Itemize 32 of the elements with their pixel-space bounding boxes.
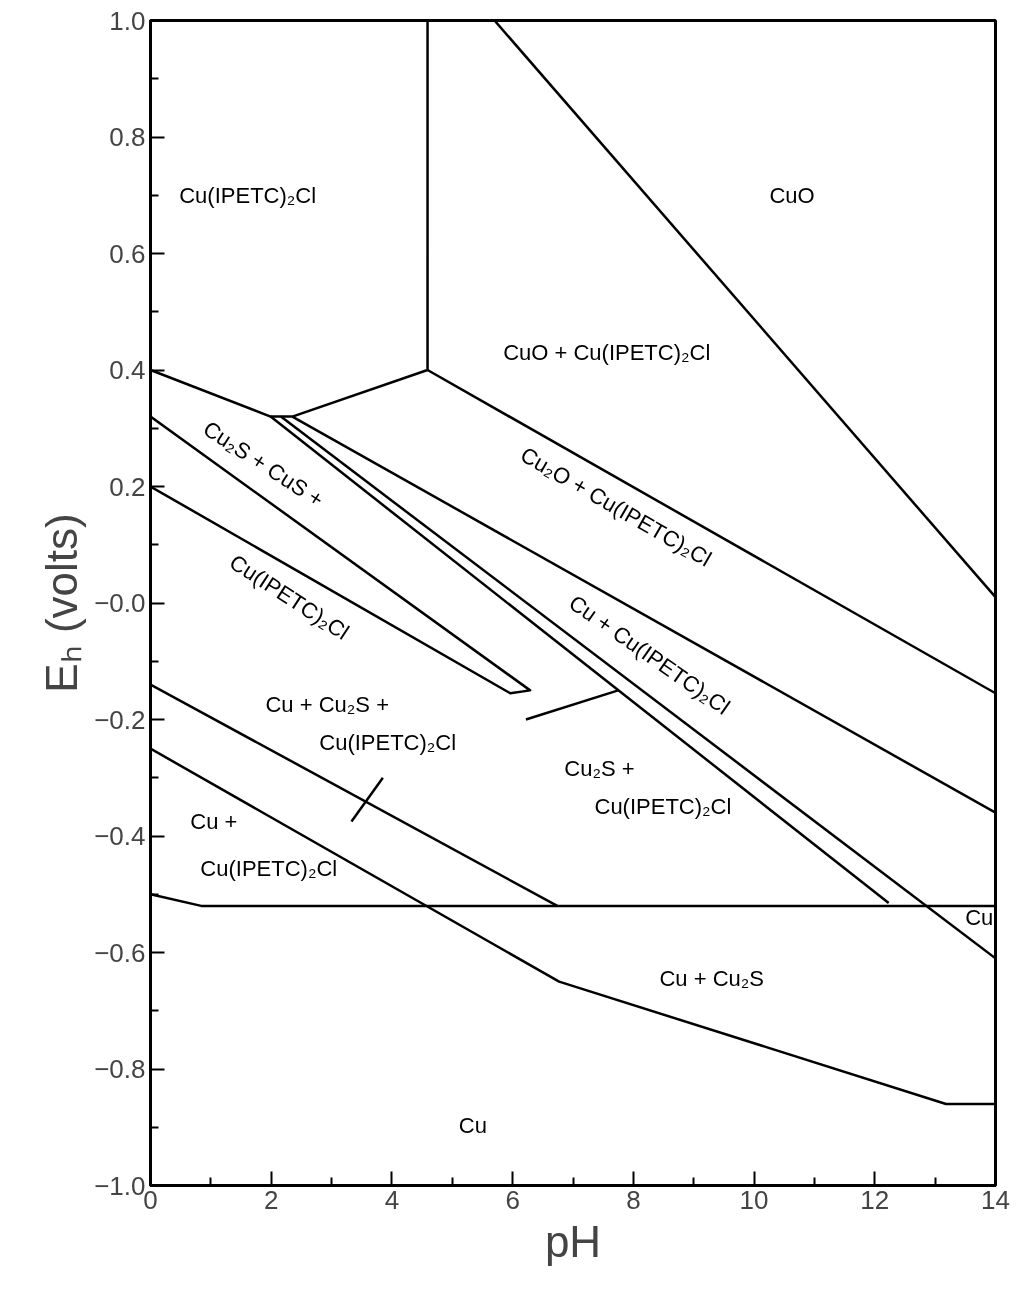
y-tick-label: −0.6 (94, 937, 146, 968)
y-tick-label: 0.4 (109, 355, 146, 385)
x-tick-label: 12 (860, 1184, 890, 1215)
y-tick-label: 1.0 (109, 5, 146, 36)
annotation: Cu(IPETC)₂Cl (179, 182, 317, 208)
x-axis-title: pH (544, 1216, 602, 1266)
y-tick-label: 0.8 (109, 122, 146, 152)
y-tick-label: −0.8 (94, 1054, 146, 1084)
y-tick-label: 0.6 (109, 238, 146, 269)
annotation: Cu₂S + CuS + (198, 415, 329, 513)
annotation: CuO (769, 182, 815, 208)
annotation: CuO + Cu(IPETC)₂Cl (503, 340, 711, 366)
annotation: Cu(IPETC)₂Cl (319, 730, 457, 756)
y-tick-label: −0.2 (94, 704, 146, 735)
x-tick-label: 2 (263, 1184, 279, 1215)
annotation: Cu + Cu₂S + (265, 691, 389, 717)
y-axis-title: Eₕ (volts) (37, 513, 87, 693)
x-tick-label: 6 (505, 1184, 520, 1215)
annotation: Cu + (190, 808, 238, 834)
annotation: Cu(IPETC)₂Cl (594, 794, 732, 820)
y-tick-label: −0.0 (94, 588, 146, 618)
x-tick-label: 14 (981, 1184, 1010, 1215)
y-tick-label: 0.2 (109, 471, 146, 502)
x-tick-label: 4 (384, 1184, 400, 1215)
annotation: Cu (458, 1113, 487, 1138)
x-tick-label: 8 (626, 1184, 641, 1215)
y-tick-label: −0.4 (94, 821, 146, 851)
annotation: Cu₂S + (564, 755, 635, 781)
annotation: Cu(IPETC)₂Cl (200, 856, 338, 882)
x-tick-label: 10 (739, 1184, 769, 1215)
annotation: Cu (965, 905, 994, 931)
annotation: Cu + Cu₂S (659, 966, 765, 992)
